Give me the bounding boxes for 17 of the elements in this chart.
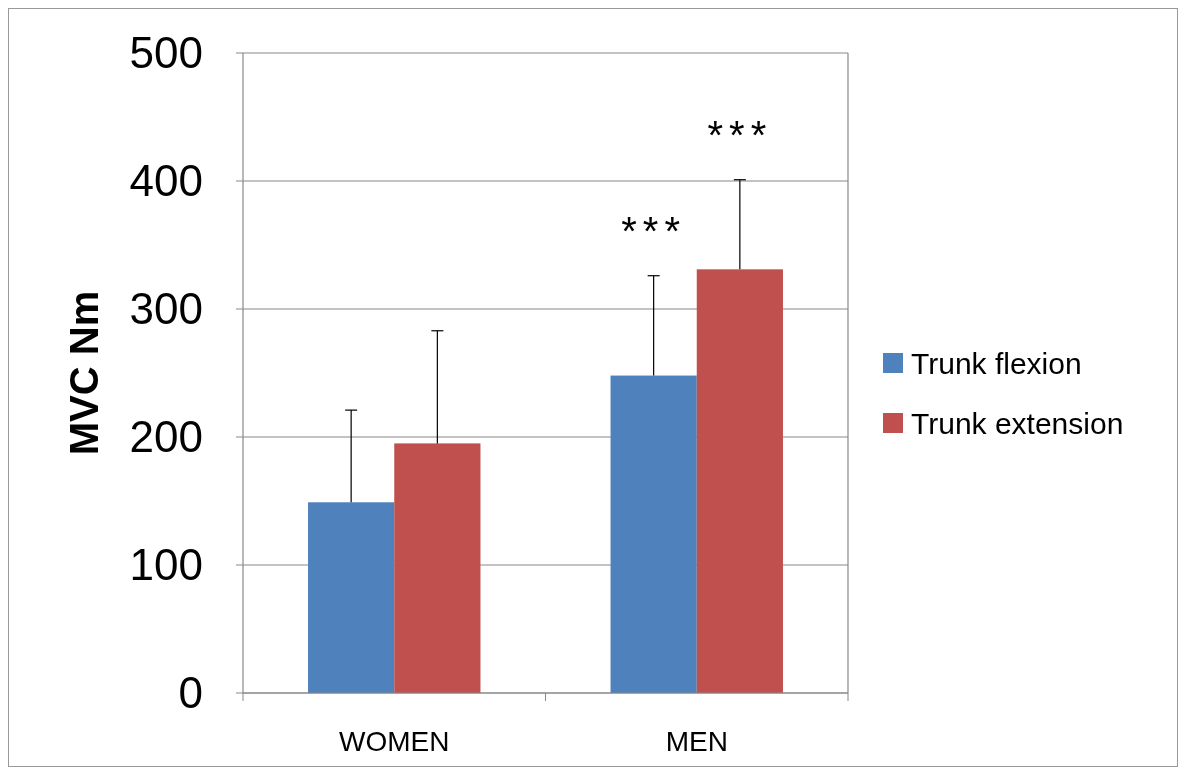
y-tick-label: 400: [129, 156, 203, 206]
y-tick-label: 200: [129, 412, 203, 462]
y-tick-label: 300: [129, 284, 203, 334]
y-tick-label: 500: [129, 28, 203, 78]
y-axis-title: MVC Nm: [62, 290, 106, 456]
x-tick-label: WOMEN: [339, 726, 450, 757]
bar: [610, 375, 697, 693]
legend-label: Trunk flexion: [911, 346, 1082, 380]
x-tick-label: MEN: [665, 726, 728, 757]
y-tick-label: 100: [129, 540, 203, 590]
legend-label: Trunk extension: [911, 406, 1124, 440]
y-tick-label: 0: [178, 668, 203, 718]
bar: [308, 502, 395, 693]
annotation: ***: [707, 112, 773, 157]
annotation: ***: [621, 208, 686, 253]
bar: [394, 443, 481, 693]
bar: [696, 269, 783, 693]
